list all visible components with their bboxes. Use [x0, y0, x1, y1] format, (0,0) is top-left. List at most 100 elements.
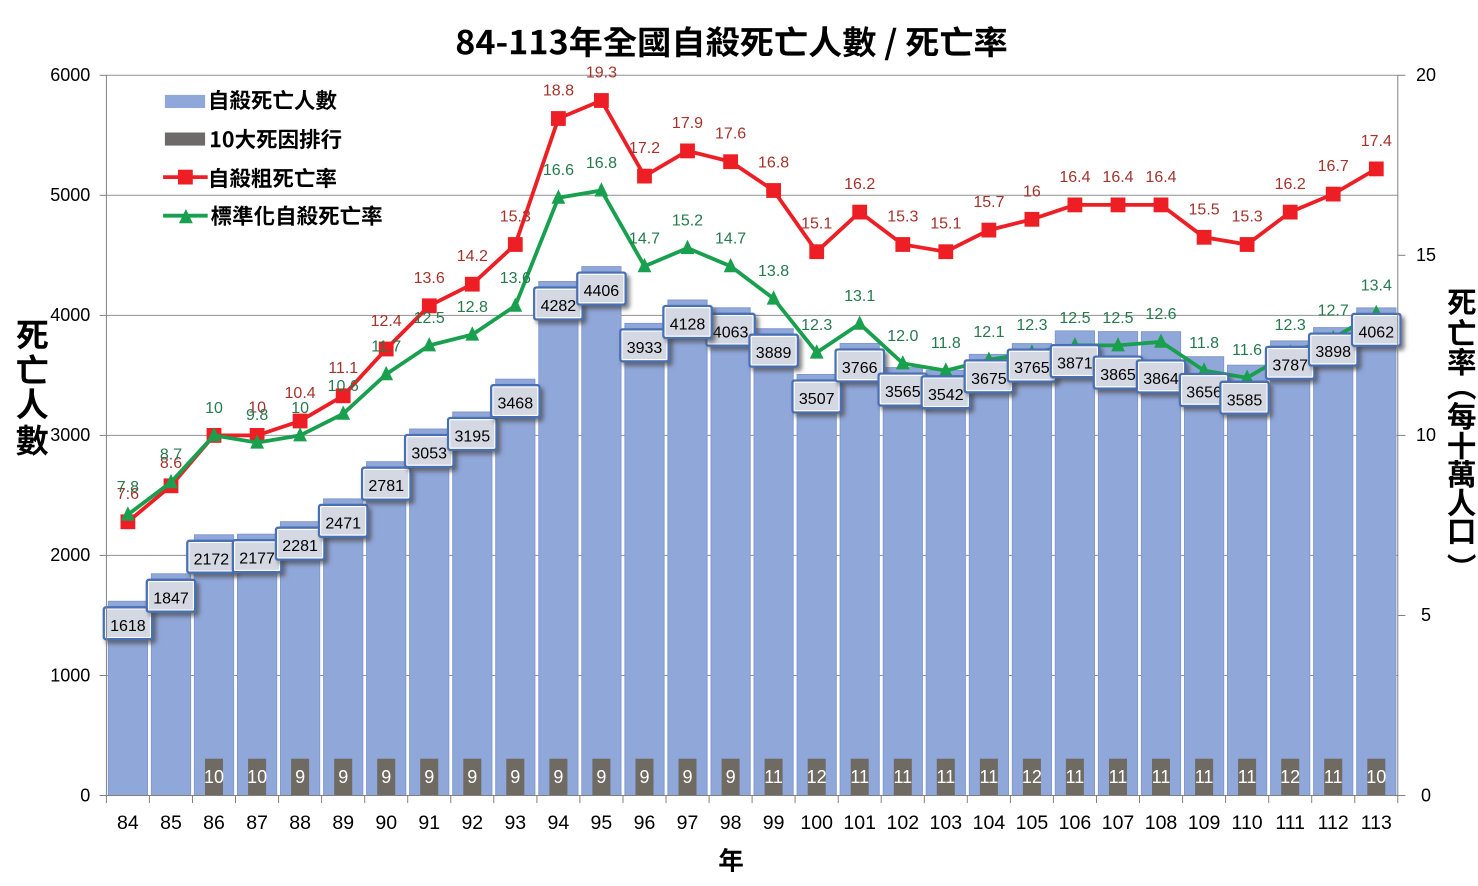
svg-text:12.5: 12.5: [1059, 310, 1090, 327]
svg-text:3898: 3898: [1315, 344, 1351, 361]
svg-text:1000: 1000: [50, 665, 90, 685]
svg-text:3565: 3565: [885, 384, 921, 401]
svg-text:17.4: 17.4: [1361, 133, 1392, 150]
svg-text:14.2: 14.2: [457, 248, 488, 265]
svg-text:9: 9: [553, 767, 563, 787]
svg-text:13.4: 13.4: [1361, 277, 1392, 294]
svg-text:16.4: 16.4: [1059, 169, 1090, 186]
svg-text:11.1: 11.1: [328, 360, 358, 377]
svg-text:13.6: 13.6: [500, 270, 531, 287]
svg-text:3000: 3000: [50, 425, 90, 445]
svg-text:12.1: 12.1: [973, 324, 1004, 341]
svg-text:3656: 3656: [1186, 385, 1222, 402]
svg-text:18.8: 18.8: [543, 83, 574, 100]
svg-text:94: 94: [548, 812, 570, 834]
svg-text:109: 109: [1188, 812, 1221, 834]
svg-text:3865: 3865: [1100, 367, 1136, 384]
svg-text:2281: 2281: [282, 538, 318, 555]
svg-text:3864: 3864: [1143, 371, 1179, 388]
svg-text:98: 98: [720, 812, 742, 834]
svg-text:4000: 4000: [50, 305, 90, 325]
svg-text:12.4: 12.4: [371, 313, 402, 330]
svg-text:9: 9: [338, 767, 348, 787]
svg-text:87: 87: [246, 812, 268, 834]
svg-text:9: 9: [726, 767, 736, 787]
svg-text:10: 10: [248, 399, 266, 416]
svg-text:110: 110: [1232, 812, 1263, 834]
svg-text:16.8: 16.8: [758, 155, 789, 172]
svg-text:7.6: 7.6: [117, 486, 139, 503]
svg-text:0: 0: [1421, 785, 1431, 805]
svg-text:5000: 5000: [50, 185, 90, 205]
svg-text:12.5: 12.5: [414, 310, 445, 327]
svg-text:12.3: 12.3: [1016, 317, 1047, 334]
svg-text:112: 112: [1318, 812, 1349, 834]
svg-text:16.2: 16.2: [844, 176, 875, 193]
svg-text:3195: 3195: [455, 429, 491, 446]
svg-text:16.6: 16.6: [543, 162, 574, 179]
svg-text:4063: 4063: [713, 324, 749, 341]
svg-text:11: 11: [1324, 767, 1343, 787]
svg-text:104: 104: [973, 812, 1006, 834]
svg-text:15.3: 15.3: [1232, 209, 1263, 226]
svg-text:8.6: 8.6: [160, 455, 182, 472]
svg-text:2172: 2172: [194, 551, 230, 568]
svg-text:16: 16: [1023, 183, 1041, 200]
svg-text:17.9: 17.9: [672, 115, 703, 132]
svg-text:12.3: 12.3: [801, 317, 832, 334]
svg-text:16.2: 16.2: [1275, 176, 1306, 193]
svg-text:10: 10: [291, 400, 309, 417]
svg-text:10: 10: [1416, 425, 1436, 445]
svg-text:107: 107: [1102, 812, 1135, 834]
svg-text:96: 96: [634, 812, 656, 834]
svg-text:106: 106: [1059, 812, 1092, 834]
svg-text:15.1: 15.1: [930, 216, 961, 233]
svg-text:10: 10: [204, 767, 224, 787]
svg-text:108: 108: [1145, 812, 1178, 834]
svg-text:3585: 3585: [1227, 392, 1263, 409]
svg-text:13.6: 13.6: [414, 270, 445, 287]
svg-text:88: 88: [289, 812, 311, 834]
svg-text:10.4: 10.4: [285, 385, 316, 402]
svg-text:10: 10: [205, 400, 223, 417]
svg-text:9: 9: [295, 767, 305, 787]
svg-text:13.8: 13.8: [758, 263, 789, 280]
svg-text:11: 11: [1195, 767, 1214, 787]
svg-text:2781: 2781: [368, 478, 404, 495]
svg-text:15.7: 15.7: [973, 194, 1004, 211]
svg-text:3889: 3889: [756, 345, 792, 362]
svg-text:11: 11: [850, 767, 869, 787]
svg-text:12: 12: [1022, 767, 1042, 787]
svg-text:93: 93: [504, 812, 526, 834]
svg-text:84: 84: [117, 812, 139, 834]
svg-text:11.6: 11.6: [1232, 342, 1262, 359]
svg-text:11: 11: [1066, 767, 1085, 787]
svg-text:89: 89: [332, 812, 354, 834]
svg-text:13.1: 13.1: [844, 288, 875, 305]
svg-text:12.5: 12.5: [1102, 310, 1133, 327]
svg-text:15.2: 15.2: [672, 213, 703, 230]
svg-text:16.4: 16.4: [1145, 169, 1176, 186]
svg-text:16.4: 16.4: [1102, 169, 1133, 186]
svg-text:3468: 3468: [498, 396, 534, 413]
svg-text:8.7: 8.7: [160, 447, 182, 464]
svg-text:10: 10: [1366, 767, 1386, 787]
svg-text:17.2: 17.2: [629, 140, 660, 157]
svg-text:4282: 4282: [541, 298, 577, 315]
svg-text:20: 20: [1416, 65, 1436, 85]
svg-text:6000: 6000: [50, 65, 90, 85]
svg-text:3675: 3675: [971, 371, 1007, 388]
svg-text:14.7: 14.7: [715, 231, 746, 248]
svg-text:4062: 4062: [1359, 324, 1395, 341]
svg-text:12: 12: [1280, 767, 1300, 787]
svg-text:9: 9: [596, 767, 606, 787]
svg-text:4128: 4128: [670, 317, 706, 334]
svg-text:92: 92: [461, 812, 483, 834]
svg-text:12.8: 12.8: [457, 299, 488, 316]
svg-text:11: 11: [980, 767, 999, 787]
svg-text:3542: 3542: [928, 387, 964, 404]
svg-text:3871: 3871: [1057, 356, 1093, 373]
svg-text:15.3: 15.3: [887, 209, 918, 226]
svg-text:11.8: 11.8: [931, 335, 961, 352]
svg-text:3053: 3053: [411, 446, 447, 463]
